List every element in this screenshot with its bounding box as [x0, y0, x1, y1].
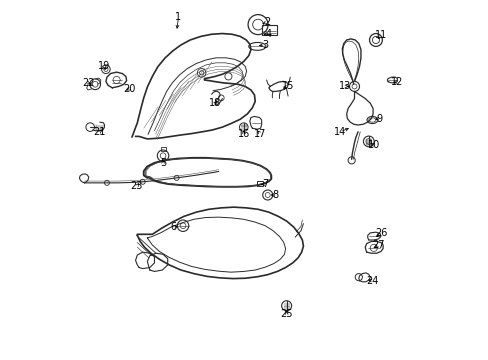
Text: 26: 26	[374, 228, 386, 238]
Text: 19: 19	[98, 62, 110, 71]
Text: 4: 4	[265, 28, 271, 39]
Text: 16: 16	[237, 129, 249, 139]
Text: 21: 21	[93, 127, 106, 137]
Text: 14: 14	[333, 127, 346, 137]
Text: 9: 9	[376, 113, 382, 123]
Text: 1: 1	[175, 13, 181, 22]
Bar	[261, 25, 276, 35]
Text: 5: 5	[160, 158, 166, 168]
Text: 7: 7	[262, 179, 268, 189]
Text: 15: 15	[281, 81, 294, 91]
Text: 2: 2	[264, 17, 270, 27]
Text: 12: 12	[390, 77, 403, 87]
Text: 24: 24	[366, 276, 378, 286]
Text: 11: 11	[374, 30, 386, 40]
Text: 27: 27	[371, 240, 384, 250]
Text: 25: 25	[280, 309, 292, 319]
Text: 17: 17	[254, 129, 266, 139]
Bar	[257, 181, 262, 186]
Text: 3: 3	[262, 40, 268, 50]
Text: 6: 6	[170, 222, 177, 232]
Text: 8: 8	[272, 190, 279, 200]
Text: 13: 13	[338, 81, 351, 91]
Text: 20: 20	[123, 84, 135, 94]
Text: 22: 22	[81, 78, 94, 88]
Text: 23: 23	[130, 181, 142, 192]
Bar	[160, 147, 165, 151]
Text: 10: 10	[367, 140, 379, 150]
Text: 18: 18	[209, 98, 221, 108]
